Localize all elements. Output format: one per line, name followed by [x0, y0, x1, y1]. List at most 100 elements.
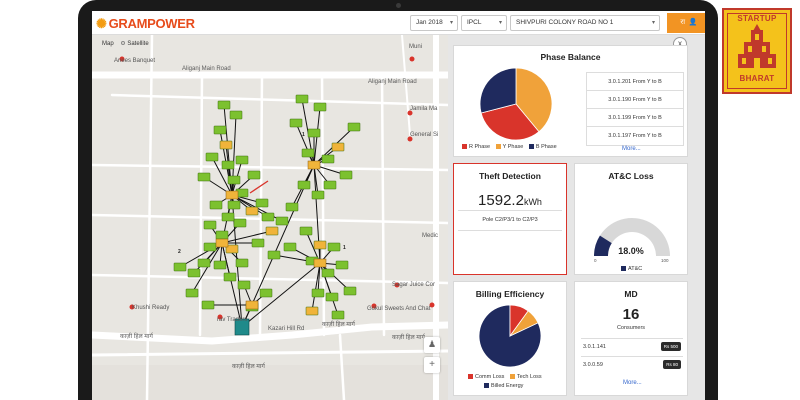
map-poi-pin[interactable] — [409, 56, 415, 62]
feeder-select[interactable]: SHIVPURI COLONY ROAD NO 1 ▾ — [510, 15, 660, 31]
meter-marker[interactable] — [217, 100, 231, 110]
md-more-link[interactable]: More... — [623, 380, 642, 386]
map-canvas[interactable] — [92, 35, 448, 400]
pole-marker[interactable] — [313, 258, 327, 268]
meter-marker[interactable] — [213, 125, 227, 135]
meter-marker[interactable] — [215, 230, 229, 240]
pole-marker[interactable] — [307, 160, 321, 170]
meter-marker[interactable] — [213, 260, 227, 270]
map-poi-pin[interactable] — [429, 302, 435, 308]
meter-marker[interactable] — [237, 280, 251, 290]
map-poi-pin[interactable] — [407, 110, 413, 116]
map-poi-pin[interactable] — [394, 282, 400, 288]
meter-marker[interactable] — [245, 206, 259, 216]
meter-marker[interactable] — [223, 272, 237, 282]
meter-marker[interactable] — [283, 242, 297, 252]
meter-marker[interactable] — [275, 216, 289, 226]
theft-pole-item[interactable]: Pole C2/P3/1 to C2/P3 — [482, 217, 538, 223]
md-row[interactable]: 3.0.0.59 Rs 80 — [581, 356, 683, 372]
meter-marker[interactable] — [323, 180, 337, 190]
meter-marker[interactable] — [311, 288, 325, 298]
meter-marker[interactable] — [209, 200, 223, 210]
meter-marker[interactable] — [305, 306, 319, 316]
meter-marker[interactable] — [203, 242, 217, 252]
meter-marker[interactable] — [203, 220, 217, 230]
meter-marker[interactable] — [251, 238, 265, 248]
phase-item[interactable]: 3.0.1.199 From Y to B — [587, 109, 683, 127]
md-row[interactable]: 3.0.1.141 Rs 500 — [581, 338, 683, 354]
map-type-satellite[interactable]: Satellite — [121, 41, 154, 47]
grampower-logo[interactable]: ✺ GRAMPOWER — [96, 16, 195, 32]
meter-marker[interactable] — [225, 244, 239, 254]
pole-marker[interactable] — [245, 300, 259, 310]
meter-marker[interactable] — [261, 212, 275, 222]
pegman-icon[interactable]: ♟ — [424, 337, 440, 353]
meter-marker[interactable] — [219, 140, 233, 150]
meter-marker[interactable] — [221, 212, 235, 222]
meter-marker[interactable] — [285, 202, 299, 212]
meter-marker[interactable] — [335, 260, 349, 270]
meter-marker[interactable] — [197, 258, 211, 268]
phase-item[interactable]: 3.0.1.190 From Y to B — [587, 91, 683, 109]
meter-marker[interactable] — [255, 198, 269, 208]
map-poi-pin[interactable] — [407, 136, 413, 142]
meter-marker[interactable] — [221, 160, 235, 170]
meter-marker[interactable] — [247, 170, 261, 180]
meter-marker[interactable] — [187, 268, 201, 278]
pole-marker[interactable] — [215, 238, 229, 248]
transformer-icon[interactable] — [234, 318, 250, 336]
meter-marker[interactable] — [343, 286, 357, 296]
meter-marker[interactable] — [339, 170, 353, 180]
meter-marker[interactable] — [301, 148, 315, 158]
pie-slice-tech-loss[interactable] — [509, 310, 539, 337]
pie-slice-billed-energy[interactable] — [478, 304, 542, 368]
meter-marker[interactable] — [313, 102, 327, 112]
meter-marker[interactable] — [267, 250, 281, 260]
meter-marker[interactable] — [185, 288, 199, 298]
meter-marker[interactable] — [289, 118, 303, 128]
map-poi-pin[interactable] — [129, 304, 135, 310]
meter-marker[interactable] — [299, 226, 313, 236]
meter-marker[interactable] — [227, 175, 241, 185]
meter-marker[interactable] — [233, 218, 247, 228]
meter-marker[interactable] — [311, 190, 325, 200]
theft-network-line[interactable] — [249, 180, 269, 194]
meter-marker[interactable] — [259, 288, 273, 298]
map-type-toggle[interactable]: Map Satellite — [102, 41, 161, 47]
meter-marker[interactable] — [197, 172, 211, 182]
meter-marker[interactable] — [327, 242, 341, 252]
meter-marker[interactable] — [235, 258, 249, 268]
map-poi-pin[interactable] — [217, 314, 223, 320]
meter-marker[interactable] — [331, 310, 345, 320]
phase-more-link[interactable]: More... — [622, 146, 641, 152]
meter-marker[interactable] — [173, 262, 187, 272]
meter-marker[interactable] — [321, 268, 335, 278]
zoom-in-button[interactable]: + — [424, 357, 440, 373]
pie-slice-y-phase[interactable] — [515, 67, 553, 133]
meter-marker[interactable] — [235, 155, 249, 165]
phase-item[interactable]: 3.0.1.201 From Y to B — [587, 73, 683, 91]
pie-slice-r-phase[interactable] — [480, 103, 540, 141]
meter-marker[interactable] — [297, 180, 311, 190]
meter-marker[interactable] — [325, 292, 339, 302]
meter-marker[interactable] — [227, 200, 241, 210]
user-menu-button[interactable]: रा 👤 — [667, 13, 705, 33]
meter-marker[interactable] — [313, 240, 327, 250]
meter-marker[interactable] — [205, 152, 219, 162]
meter-marker[interactable] — [265, 226, 279, 236]
meter-marker[interactable] — [295, 94, 309, 104]
meter-marker[interactable] — [347, 122, 361, 132]
meter-marker[interactable] — [229, 110, 243, 120]
month-select[interactable]: Jan 2018 ▾ — [410, 15, 458, 31]
meter-marker[interactable] — [201, 300, 215, 310]
map-poi-pin[interactable] — [119, 56, 125, 62]
meter-marker[interactable] — [307, 128, 321, 138]
meter-marker[interactable] — [321, 154, 335, 164]
meter-marker[interactable] — [331, 142, 345, 152]
pie-slice-b-phase[interactable] — [479, 67, 517, 114]
theft-detection-card[interactable]: Theft Detection 1592.2kWh Pole C2/P3/1 t… — [453, 163, 567, 275]
phase-item[interactable]: 3.0.1.197 From Y to B — [608, 133, 662, 139]
map-poi-pin[interactable] — [371, 303, 377, 309]
utility-select[interactable]: IPCL ▾ — [461, 15, 507, 31]
feeder-map[interactable]: Map Satellite Anees Banquet Aliganj Main… — [92, 35, 448, 400]
